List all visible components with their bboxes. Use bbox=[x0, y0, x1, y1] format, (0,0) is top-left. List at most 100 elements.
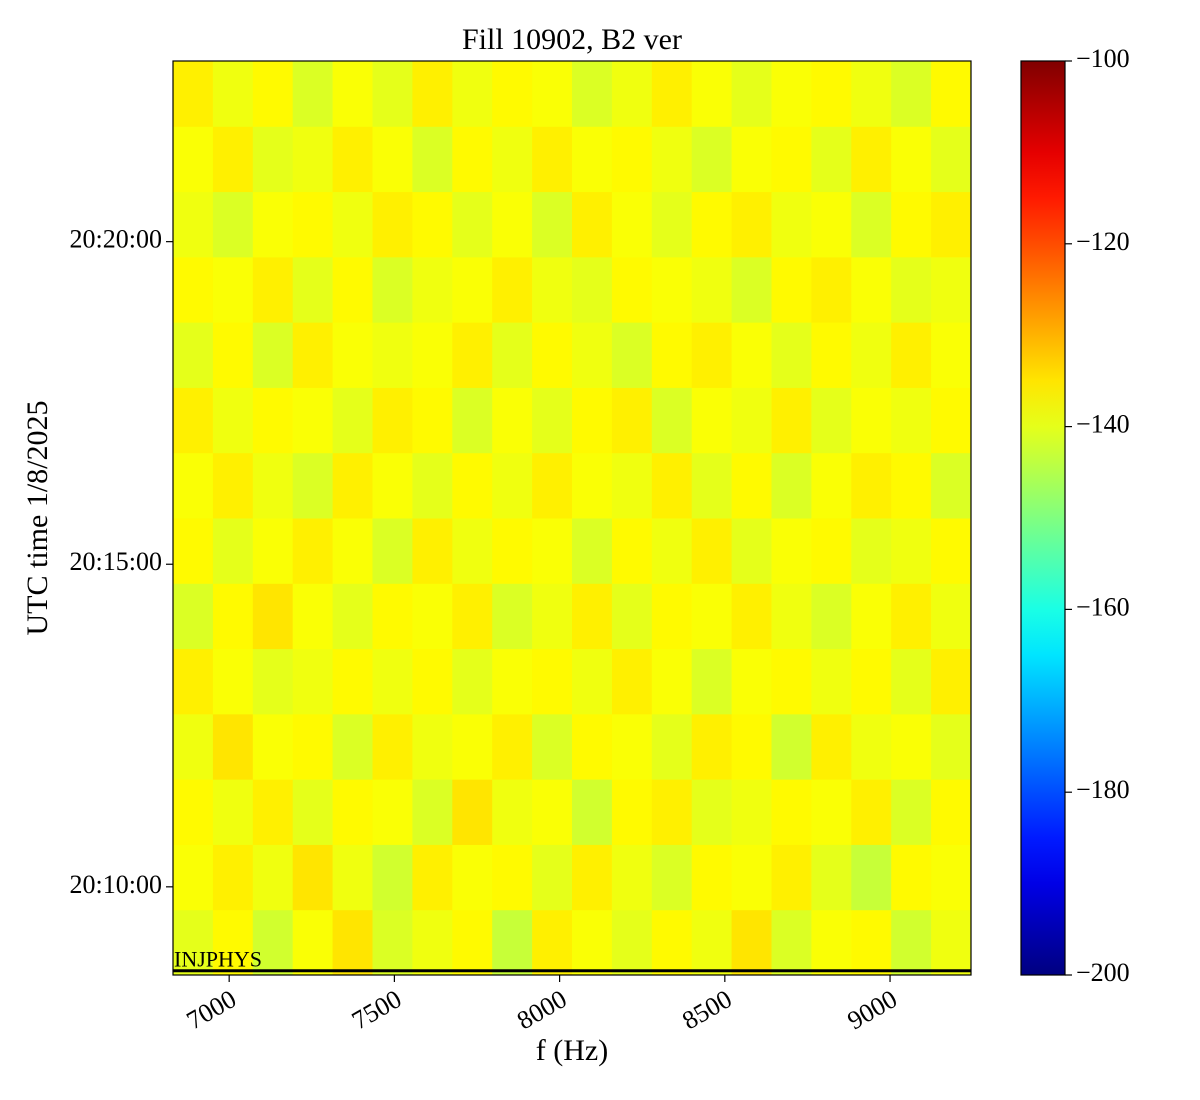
colorbar-tick-label: −200 bbox=[1076, 958, 1130, 987]
heatmap-cell bbox=[651, 191, 693, 258]
heatmap-cell bbox=[931, 126, 972, 193]
heatmap-cell bbox=[252, 322, 294, 388]
heatmap-cell bbox=[811, 583, 852, 650]
heatmap-cell bbox=[651, 583, 693, 650]
heatmap-cell bbox=[691, 322, 733, 388]
heatmap-cell bbox=[212, 322, 254, 388]
heatmap-cell bbox=[452, 909, 493, 976]
heatmap-cell bbox=[572, 322, 613, 388]
heatmap-cell bbox=[851, 387, 892, 454]
x-tick-label: 8000 bbox=[512, 984, 572, 1035]
heatmap-cell bbox=[731, 779, 772, 845]
plot-frame bbox=[172, 60, 972, 976]
heatmap-cell bbox=[252, 909, 294, 976]
heatmap-cell bbox=[492, 126, 533, 193]
heatmap-cell bbox=[811, 387, 852, 454]
heatmap-cell bbox=[891, 452, 932, 519]
heatmap-cell bbox=[931, 256, 972, 323]
heatmap-cell bbox=[212, 452, 254, 519]
heatmap-cell bbox=[252, 844, 294, 911]
heatmap-cell bbox=[173, 518, 214, 584]
heatmap-cell bbox=[173, 844, 214, 911]
heatmap-cell bbox=[891, 779, 932, 845]
y-axis-label: UTC time 1/8/2025 bbox=[21, 401, 54, 636]
heatmap-cell bbox=[332, 909, 373, 976]
heatmap-cell bbox=[532, 452, 573, 519]
heatmap-cell bbox=[891, 518, 932, 584]
heatmap-cell bbox=[771, 844, 812, 911]
heatmap-cell bbox=[691, 518, 733, 584]
heatmap-cell bbox=[292, 713, 334, 780]
heatmap-cell bbox=[332, 583, 373, 650]
heatmap-cell bbox=[611, 713, 653, 780]
heatmap-cell bbox=[572, 256, 613, 323]
heatmap-cell bbox=[332, 61, 373, 127]
colorbar bbox=[1020, 60, 1066, 976]
heatmap-cell bbox=[412, 126, 453, 193]
heatmap-cell bbox=[811, 648, 852, 715]
heatmap-cell bbox=[851, 452, 892, 519]
heatmap-cell bbox=[212, 191, 254, 258]
heatmap-cell bbox=[731, 909, 772, 976]
heatmap-cell bbox=[532, 583, 573, 650]
heatmap-cell bbox=[731, 844, 772, 911]
heatmap-cell bbox=[931, 191, 972, 258]
heatmap-cell bbox=[492, 191, 533, 258]
heatmap-cell bbox=[651, 452, 693, 519]
heatmap-cell bbox=[412, 713, 453, 780]
heatmap-cell bbox=[173, 583, 214, 650]
heatmap-cell bbox=[572, 387, 613, 454]
heatmap-cell bbox=[492, 452, 533, 519]
heatmap-cell bbox=[452, 322, 493, 388]
heatmap-cell bbox=[851, 518, 892, 584]
heatmap-cell bbox=[811, 126, 852, 193]
heatmap-cell bbox=[212, 387, 254, 454]
heatmap-cell bbox=[292, 191, 334, 258]
heatmap-cell bbox=[173, 713, 214, 780]
heatmap-cell bbox=[851, 191, 892, 258]
x-tick-label: 8500 bbox=[677, 984, 737, 1035]
heatmap-cell bbox=[891, 844, 932, 911]
heatmap-cell bbox=[332, 518, 373, 584]
heatmap-cell bbox=[372, 583, 413, 650]
heatmap-cell bbox=[691, 713, 733, 780]
heatmap-cell bbox=[731, 191, 772, 258]
heatmap-cell bbox=[372, 126, 413, 193]
heatmap-cell bbox=[252, 518, 294, 584]
heatmap-cell bbox=[811, 713, 852, 780]
heatmap-cell bbox=[452, 452, 493, 519]
heatmap-cell bbox=[372, 518, 413, 584]
heatmap-cell bbox=[691, 779, 733, 845]
heatmap-cell bbox=[572, 126, 613, 193]
heatmap-cell bbox=[452, 256, 493, 323]
heatmap-cell bbox=[452, 126, 493, 193]
heatmap-cell bbox=[611, 518, 653, 584]
heatmap-cell bbox=[651, 256, 693, 323]
heatmap-cell bbox=[372, 452, 413, 519]
heatmap-cell bbox=[252, 256, 294, 323]
heatmap-cell bbox=[492, 844, 533, 911]
heatmap-cell bbox=[252, 648, 294, 715]
heatmap-cell bbox=[212, 779, 254, 845]
heatmap-cell bbox=[412, 191, 453, 258]
heatmap-cell bbox=[651, 844, 693, 911]
heatmap-cell bbox=[212, 648, 254, 715]
heatmap-cell bbox=[492, 322, 533, 388]
heatmap-cell bbox=[691, 387, 733, 454]
heatmap-cell bbox=[651, 387, 693, 454]
heatmap-cell bbox=[691, 256, 733, 323]
heatmap-cell bbox=[452, 844, 493, 911]
heatmap-cell bbox=[691, 844, 733, 911]
heatmap-cell bbox=[611, 779, 653, 845]
heatmap-cell bbox=[651, 126, 693, 193]
heatmap-cell bbox=[572, 713, 613, 780]
colorbar-tick-label: −140 bbox=[1076, 410, 1130, 439]
heatmap-cell bbox=[611, 583, 653, 650]
x-tick-label: 9000 bbox=[842, 984, 902, 1035]
heatmap-cell bbox=[532, 191, 573, 258]
heatmap-cell bbox=[292, 452, 334, 519]
heatmap-cell bbox=[412, 322, 453, 388]
heatmap-cell bbox=[811, 844, 852, 911]
heatmap-cell bbox=[452, 518, 493, 584]
